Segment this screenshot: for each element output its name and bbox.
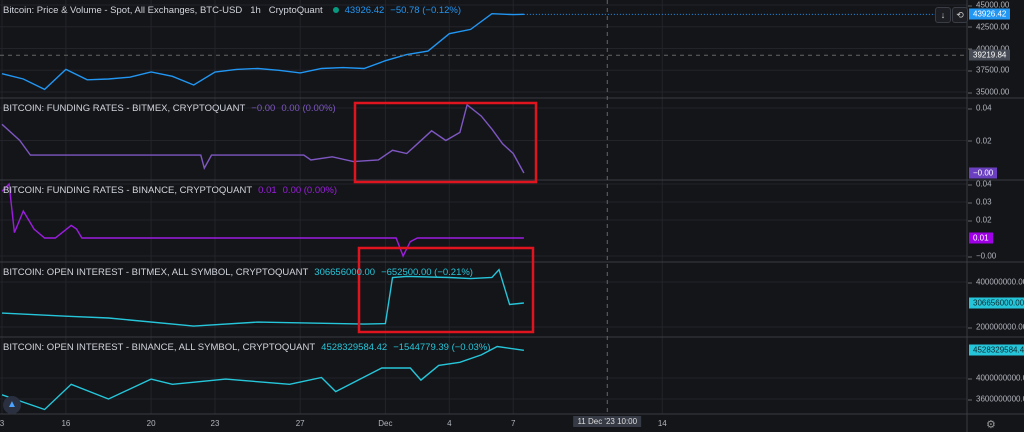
price-y-tick: 35000.00 bbox=[967, 87, 1010, 97]
price-y-tick: 37500.00 bbox=[967, 65, 1010, 75]
x-axis-label: Dec bbox=[378, 419, 393, 428]
legend-last-value: 4528329584.42 bbox=[321, 342, 388, 353]
legend-change: −50.78 (−0.12%) bbox=[390, 5, 462, 16]
bitmex-funding-y-tick: 0.02 bbox=[968, 136, 992, 145]
binance-funding-y-tick: 0.03 bbox=[968, 197, 992, 207]
price-series-line bbox=[1, 12, 524, 91]
bitmex-funding-y-tick: 0.04 bbox=[968, 103, 992, 113]
arrow-down-icon[interactable]: ↓ bbox=[935, 7, 951, 23]
x-axis-label: 20 bbox=[146, 419, 156, 428]
binance-oi-series-line bbox=[1, 345, 524, 411]
legend-change: 0.00 (0.00%) bbox=[281, 103, 336, 114]
annotation-box-bitmex-oi bbox=[357, 246, 535, 334]
binance-funding-last-value-badge: 0.01 bbox=[969, 232, 993, 244]
binance-oi-y-tick: 3600000000.00 bbox=[968, 395, 1024, 404]
x-axis-label: 14 bbox=[657, 419, 667, 428]
x-axis-label: 7 bbox=[510, 419, 516, 428]
binance-funding-series-line bbox=[1, 182, 524, 258]
cryptoquant-logo-icon: ▲ bbox=[3, 396, 21, 414]
bitmex-funding-legend: BITCOIN: FUNDING RATES - BITMEX, CRYPTOQ… bbox=[3, 103, 336, 114]
binance-funding-legend: BITCOIN: FUNDING RATES - BINANCE, CRYPTO… bbox=[3, 185, 337, 196]
binance-funding-y-tick: 0.02 bbox=[968, 215, 992, 225]
price-y-tick: 45000.00 bbox=[967, 0, 1010, 10]
legend-last-value: −0.00 bbox=[251, 103, 276, 114]
bitmex-funding-last-value-badge: −0.00 bbox=[969, 167, 998, 179]
crosshair-price-label: 39219.84 bbox=[969, 49, 1011, 61]
x-axis-label: 27 bbox=[295, 419, 305, 428]
bitmex-oi-y-tick: 400000000.00 bbox=[967, 278, 1024, 287]
bitmex-oi-y-tick: 200000000.00 bbox=[967, 323, 1024, 332]
legend-change: −1544779.39 (−0.03%) bbox=[393, 342, 491, 353]
legend-interval: 1h bbox=[250, 5, 261, 16]
binance-oi-last-value-badge: 4528329584.42 bbox=[969, 344, 1024, 356]
crosshair-time-label: 11 Dec '23 10:00 bbox=[573, 416, 642, 427]
legend-source: CryptoQuant bbox=[268, 5, 323, 16]
market-status-icon bbox=[332, 7, 339, 13]
bitmex-oi-series-line bbox=[1, 268, 524, 327]
price-last-value-badge: 43926.42 bbox=[969, 8, 1011, 20]
gear-icon[interactable]: ⚙ bbox=[986, 419, 996, 431]
annotation-box-bitmex-funding bbox=[353, 101, 538, 184]
legend-last-value: 0.01 bbox=[258, 185, 277, 196]
x-axis-label: 16 bbox=[61, 419, 71, 428]
legend-title: BITCOIN: FUNDING RATES - BINANCE, CRYPTO… bbox=[3, 185, 253, 196]
bitmex-oi-legend: BITCOIN: OPEN INTEREST - BITMEX, ALL SYM… bbox=[3, 267, 473, 278]
binance-funding-y-tick: −0.00 bbox=[967, 251, 997, 261]
bitmex-oi-last-value-badge: 306656000.00 bbox=[969, 297, 1024, 309]
legend-title: BITCOIN: FUNDING RATES - BITMEX, CRYPTOQ… bbox=[3, 103, 246, 114]
price-y-tick: 40000.00 bbox=[967, 44, 1010, 53]
legend-last-value: 306656000.00 bbox=[314, 267, 376, 278]
legend-title: BITCOIN: OPEN INTEREST - BITMEX, ALL SYM… bbox=[3, 267, 309, 278]
bitmex-funding-series-line bbox=[1, 103, 525, 174]
reset-scale-icon[interactable]: ⟲ bbox=[952, 7, 968, 23]
price-legend: Bitcoin: Price & Volume - Spot, All Exch… bbox=[3, 5, 461, 16]
binance-funding-y-tick: 0.04 bbox=[968, 179, 992, 189]
legend-title: Bitcoin: Price & Volume - Spot, All Exch… bbox=[3, 5, 243, 16]
binance-oi-y-tick: 4000000000.00 bbox=[968, 374, 1024, 383]
binance-oi-legend: BITCOIN: OPEN INTEREST - BINANCE, ALL SY… bbox=[3, 342, 490, 353]
x-axis-label: 3 bbox=[0, 419, 5, 428]
legend-change: 0.00 (0.00%) bbox=[282, 185, 338, 196]
legend-last-value: 43926.42 bbox=[344, 5, 385, 16]
x-axis-label: 23 bbox=[210, 419, 220, 428]
x-axis-label: 4 bbox=[447, 419, 452, 428]
legend-title: BITCOIN: OPEN INTEREST - BINANCE, ALL SY… bbox=[3, 342, 316, 353]
price-y-tick: 42500.00 bbox=[967, 22, 1010, 32]
legend-change: −652500.00 (−0.21%) bbox=[381, 267, 473, 278]
